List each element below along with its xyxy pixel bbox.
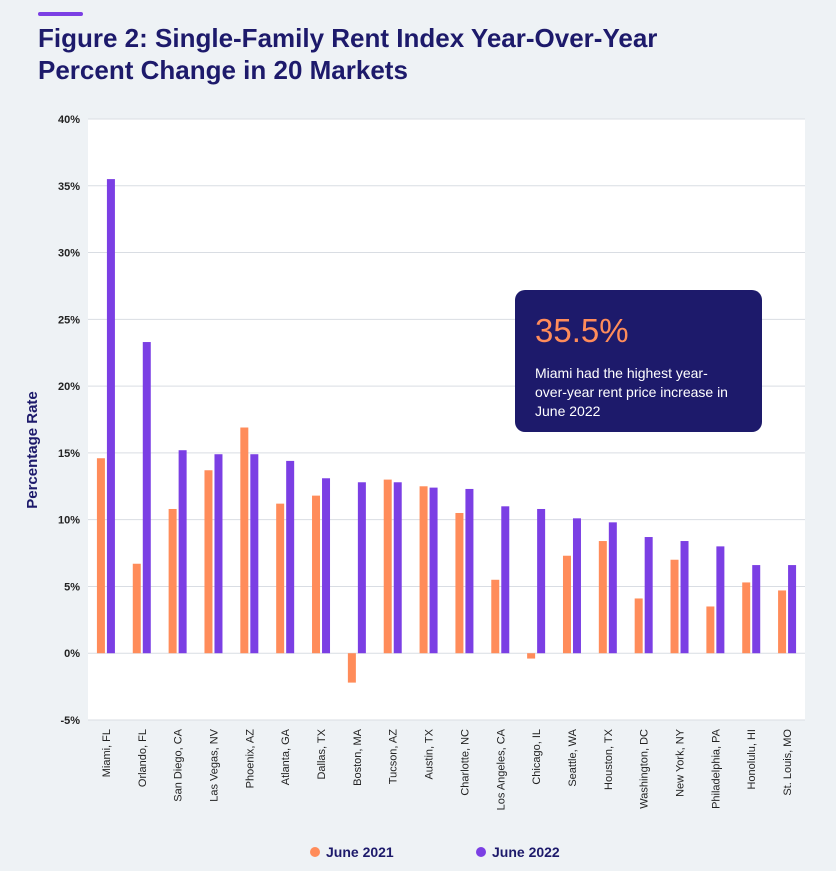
legend-label-june-2022: June 2022 <box>492 844 560 860</box>
y-tick-label: 40% <box>58 114 80 126</box>
x-tick-label: San Diego, CA <box>173 728 185 801</box>
y-tick-label: 20% <box>58 381 80 393</box>
bar-june-2022 <box>286 460 295 654</box>
bar-june-2022 <box>680 541 689 654</box>
bar-june-2021 <box>312 495 321 654</box>
bar-june-2022 <box>716 546 725 654</box>
legend-swatch-june-2022 <box>476 847 486 857</box>
x-tick-label: Seattle, WA <box>567 728 579 786</box>
bar-june-2021 <box>706 606 715 654</box>
x-tick-label: Orlando, FL <box>137 729 149 787</box>
bar-june-2022 <box>322 478 331 654</box>
bar-june-2021 <box>598 541 607 654</box>
bar-june-2022 <box>608 522 617 654</box>
bar-june-2022 <box>465 488 474 654</box>
y-tick-label: 10% <box>58 515 80 527</box>
chart-title-line-2: Percent Change in 20 Markets <box>38 55 408 85</box>
bar-june-2022 <box>250 454 259 654</box>
bar-june-2022 <box>178 450 187 654</box>
y-axis-label: Percentage Rate <box>24 391 41 509</box>
legend-item-june-2022: June 2022 <box>476 842 560 862</box>
x-tick-label: Austin, TX <box>424 728 436 779</box>
bar-june-2021 <box>778 590 787 654</box>
x-tick-label: Philadelphia, PA <box>710 728 722 809</box>
bar-june-2021 <box>204 470 213 654</box>
bar-june-2021 <box>670 559 679 654</box>
chart-title: Figure 2: Single-Family Rent Index Year-… <box>38 22 798 86</box>
x-tick-label: Phoenix, AZ <box>244 729 256 789</box>
x-tick-label: Boston, MA <box>352 728 364 786</box>
x-tick-label: Houston, TX <box>603 728 615 790</box>
legend: June 2021 June 2022 <box>0 842 836 862</box>
bar-june-2022 <box>752 565 761 654</box>
bar-june-2021 <box>419 486 428 654</box>
x-tick-label: Dallas, TX <box>316 728 328 779</box>
bar-june-2021 <box>527 653 536 659</box>
bar-june-2022 <box>214 454 223 654</box>
y-tick-label: 25% <box>58 314 80 326</box>
legend-swatch-june-2021 <box>310 847 320 857</box>
bar-june-2022 <box>537 508 546 654</box>
bar-june-2022 <box>788 565 797 654</box>
bar-june-2022 <box>106 179 115 654</box>
x-tick-label: Washington, DC <box>639 729 651 809</box>
chart-title-line-1: Figure 2: Single-Family Rent Index Year-… <box>38 23 658 53</box>
callout-text: Miami had the highest year-over-year ren… <box>535 365 728 419</box>
y-tick-label: -5% <box>60 715 80 727</box>
bar-june-2021 <box>383 479 392 654</box>
bar-june-2021 <box>96 458 105 654</box>
callout-box: 35.5% Miami had the highest year-over-ye… <box>515 290 762 432</box>
bar-june-2022 <box>393 482 402 654</box>
y-tick-label: 5% <box>64 581 80 593</box>
bar-june-2022 <box>357 482 366 654</box>
bar-june-2021 <box>276 503 285 654</box>
bar-june-2021 <box>455 512 464 654</box>
y-tick-label: 30% <box>58 248 80 260</box>
x-tick-label: Las Vegas, NV <box>208 728 220 801</box>
y-tick-label: 35% <box>58 181 80 193</box>
x-tick-label: Atlanta, GA <box>280 728 292 785</box>
bar-june-2022 <box>142 342 151 654</box>
legend-label-june-2021: June 2021 <box>326 844 394 860</box>
y-tick-label: 15% <box>58 448 80 460</box>
y-tick-label: 0% <box>64 648 80 660</box>
bar-june-2021 <box>634 598 643 654</box>
x-tick-label: Chicago, IL <box>531 729 543 785</box>
x-tick-label: Charlotte, NC <box>459 729 471 796</box>
bar-june-2022 <box>501 506 510 654</box>
callout-value: 35.5% <box>535 312 629 349</box>
x-tick-label: St. Louis, MO <box>782 729 794 796</box>
bar-june-2021 <box>562 555 571 654</box>
bar-june-2022 <box>572 518 581 654</box>
x-tick-label: Tucson, AZ <box>388 729 400 785</box>
title-accent-bar <box>38 12 83 16</box>
x-tick-label: Miami, FL <box>101 729 113 777</box>
legend-item-june-2021: June 2021 <box>310 842 394 862</box>
bar-june-2021 <box>168 508 177 654</box>
x-tick-label: Honolulu, HI <box>746 729 758 790</box>
bar-june-2021 <box>491 579 500 654</box>
bar-june-2022 <box>644 537 653 654</box>
x-tick-label: New York, NY <box>675 728 687 797</box>
bar-june-2021 <box>742 582 751 654</box>
x-tick-label: Los Angeles, CA <box>495 728 507 810</box>
bar-june-2022 <box>429 487 438 654</box>
bar-june-2021 <box>240 427 249 654</box>
bar-june-2021 <box>347 653 356 683</box>
bar-june-2021 <box>132 563 141 654</box>
